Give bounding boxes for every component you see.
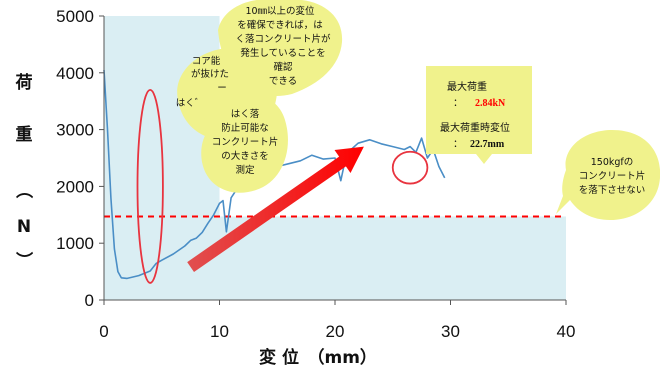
x-tick-label: 0	[99, 322, 108, 341]
shaded-lower-region	[104, 216, 566, 300]
fall-prevention-bubble-line: 150kgfの	[591, 157, 634, 168]
max-load-box	[426, 66, 532, 164]
displacement-bubble	[218, 0, 343, 96]
highlight-ellipse	[136, 88, 164, 284]
max-load-callout: 最大荷重 ： 2.84kN 最大荷重時変位 ： 22.7mm	[426, 66, 532, 164]
max-displacement-value: 22.7mm	[470, 139, 505, 150]
x-tick-label: 40	[557, 322, 576, 341]
displacement-bubble-line: できる	[269, 76, 297, 87]
y-axis-label-char: （	[13, 182, 34, 199]
displacement-bubble-line: 確認	[273, 61, 293, 73]
fall-prevention-callout: 150kgfの コンクリート片 を落下させない	[556, 130, 660, 220]
y-tick-label: 2000	[56, 177, 94, 196]
max-load-highlight-circle	[391, 150, 429, 185]
y-tick-label: 4000	[56, 64, 94, 83]
y-axis-label: 荷重 （ N ）	[13, 72, 34, 269]
y-tick-group: 0 1000 2000 3000 4000 5000	[56, 7, 104, 310]
max-displacement-label: 最大荷重時変位	[440, 121, 510, 134]
measurement-bubble-line: の大きさを	[221, 150, 269, 162]
measurement-callout: はく落 防止可能な コンクリート片 の大きさを 測定	[197, 93, 288, 193]
measurement-bubble-line: はく落	[231, 108, 260, 120]
fall-prevention-bubble-line: コンクリート片	[579, 170, 646, 182]
max-displacement-colon: ：	[453, 139, 463, 150]
max-load-colon: ：	[453, 98, 463, 109]
x-tick-label: 20	[326, 322, 345, 341]
displacement-bubble-line: 10㎜以上の変位	[245, 5, 315, 17]
displacement-callout: 10㎜以上の変位 を確保できれば，は く落コンクリート片が 発生していることを …	[218, 0, 343, 96]
left-back-bubble-line: が抜けた	[191, 68, 229, 80]
trend-arrow	[187, 146, 364, 272]
y-tick-label: 0	[85, 291, 94, 310]
max-load-value: 2.84kN	[475, 98, 506, 109]
y-tick-label: 5000	[56, 7, 94, 26]
left-back-bubble-line: はく゛	[176, 98, 205, 109]
y-tick-label: 3000	[56, 121, 94, 140]
y-tick-label: 1000	[56, 234, 94, 253]
displacement-bubble-line: 発生していることを	[240, 47, 325, 59]
measurement-bubble	[197, 93, 288, 193]
y-axis-label-char: 荷	[16, 72, 33, 93]
x-axis-label: 変 位 （mm）	[259, 347, 377, 368]
measurement-bubble-line: コンクリート片	[212, 136, 279, 148]
measurement-bubble-line: 測定	[235, 164, 255, 176]
x-tick-label: 30	[441, 322, 460, 341]
displacement-bubble-line: を確保できれば，は	[237, 19, 323, 31]
measurement-bubble-line: 防止可能な	[221, 122, 269, 134]
max-load-label: 最大荷重	[447, 80, 487, 93]
fall-prevention-bubble-line: を落下させない	[579, 184, 646, 196]
x-tick-label: 10	[210, 322, 229, 341]
displacement-bubble-line: く落コンクリート片が	[235, 33, 331, 45]
left-back-bubble-line: コア能	[192, 55, 221, 67]
x-tick-group: 0 10 20 30 40	[99, 300, 575, 341]
left-back-bubble-line: ー	[217, 83, 227, 94]
y-axis-label-char: 重	[16, 124, 33, 145]
fall-prevention-bubble	[556, 130, 660, 220]
y-axis-label-char: ）	[13, 252, 34, 269]
y-axis-label-char: N	[17, 217, 31, 237]
